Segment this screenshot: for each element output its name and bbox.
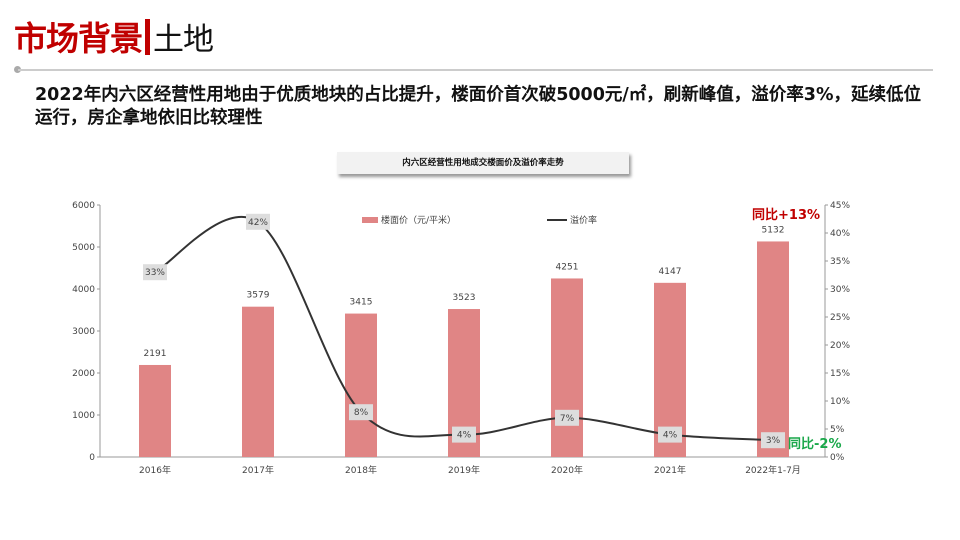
- chart-title: 内六区经营性用地成交楼面价及溢价率走势: [337, 152, 629, 174]
- right-tick-label: 45%: [830, 201, 850, 211]
- line-value-label: 33%: [145, 268, 165, 278]
- x-tick-label: 2022年1-7月: [745, 464, 801, 476]
- line-label-bg: [658, 426, 682, 443]
- right-tick-label: 20%: [830, 341, 850, 351]
- line-value-label: 7%: [560, 414, 575, 424]
- legend-bar-swatch: [362, 217, 378, 223]
- left-tick-label: 3000: [72, 327, 95, 337]
- left-tick-label: 0: [89, 453, 95, 463]
- line-label-bg: [555, 409, 579, 426]
- right-tick-label: 0%: [830, 453, 845, 463]
- bar-value-label: 3579: [247, 291, 270, 301]
- left-tick-label: 1000: [72, 411, 95, 421]
- right-tick-label: 10%: [830, 397, 850, 407]
- left-tick-label: 4000: [72, 285, 95, 295]
- line-label-bg: [349, 404, 373, 421]
- right-tick-label: 25%: [830, 313, 850, 323]
- page-title: 市场背景 土地: [14, 12, 214, 60]
- right-tick-label: 40%: [830, 229, 850, 239]
- x-tick-label: 2021年: [654, 464, 686, 476]
- line-label-bg: [761, 432, 785, 449]
- bar-value-label: 3415: [350, 298, 373, 308]
- line-value-label: 8%: [354, 408, 369, 418]
- legend-bar-label: 楼面价（元/平米）: [381, 214, 456, 226]
- bar: [345, 313, 377, 457]
- line-value-label: 4%: [457, 431, 472, 441]
- x-tick-label: 2018年: [345, 464, 377, 476]
- left-tick-label: 5000: [72, 243, 95, 253]
- line-value-label: 42%: [248, 218, 268, 228]
- left-tick-label: 6000: [72, 201, 95, 211]
- right-tick-label: 5%: [830, 425, 845, 435]
- annotation-premium: 同比-2%: [788, 437, 842, 452]
- x-tick-label: 2019年: [448, 464, 480, 476]
- line-label-bg: [452, 426, 476, 443]
- bar: [139, 364, 171, 457]
- x-tick-label: 2020年: [551, 464, 583, 476]
- line-value-label: 3%: [766, 436, 781, 446]
- bar-value-label: 2191: [144, 349, 167, 359]
- bar: [757, 241, 789, 457]
- bar-value-label: 3523: [453, 293, 476, 303]
- x-tick-label: 2017年: [242, 464, 274, 476]
- title-divider: [145, 19, 150, 55]
- headline: 2022年内六区经营性用地由于优质地块的占比提升，楼面价首次破5000元/㎡，刷…: [35, 85, 922, 128]
- bar: [551, 278, 583, 457]
- line-label-bg: [246, 213, 270, 230]
- bar-value-label: 5132: [762, 225, 785, 235]
- left-tick-label: 2000: [72, 369, 95, 379]
- bar: [242, 306, 274, 457]
- title-main: 市场背景: [14, 19, 143, 58]
- line-label-bg: [143, 264, 167, 281]
- right-tick-label: 35%: [830, 257, 850, 267]
- header-rule: [18, 69, 933, 71]
- line-value-label: 4%: [663, 431, 678, 441]
- title-sub: 土地: [153, 22, 214, 58]
- bar-value-label: 4147: [659, 267, 682, 277]
- annotation-price: 同比+13%: [752, 208, 821, 223]
- rule-dot: [14, 66, 21, 73]
- legend-line-label: 溢价率: [570, 214, 597, 226]
- x-tick-label: 2016年: [139, 464, 171, 476]
- right-tick-label: 15%: [830, 369, 850, 379]
- right-tick-label: 30%: [830, 285, 850, 295]
- bar-value-label: 4251: [556, 262, 579, 272]
